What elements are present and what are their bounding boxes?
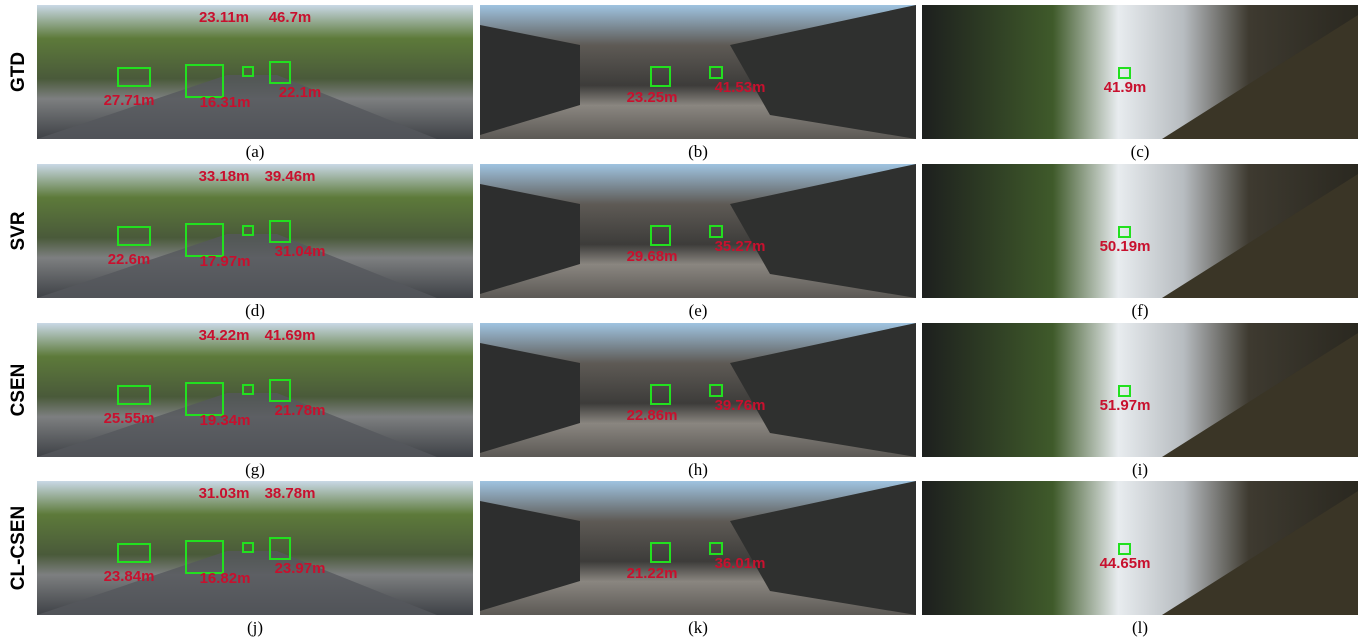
distance-label: 23.84m — [104, 568, 155, 585]
detection-box — [1118, 385, 1131, 397]
distance-label: 29.68m — [627, 248, 678, 265]
detection-box — [709, 384, 723, 397]
road — [37, 234, 437, 298]
distance-label: 34.22m — [199, 327, 250, 344]
detection-box — [185, 223, 224, 257]
distance-label: 38.78m — [265, 485, 316, 502]
distance-label: 31.03m — [199, 485, 250, 502]
distance-label: 36.01m — [715, 555, 766, 572]
panel-caption: (i) — [1132, 460, 1148, 479]
detection-box — [650, 225, 671, 246]
distance-label: 39.46m — [265, 168, 316, 185]
panel-caption: (c) — [1131, 142, 1150, 161]
detection-box — [269, 379, 291, 402]
detection-box — [650, 384, 671, 405]
wall — [480, 184, 580, 294]
detection-box — [1118, 67, 1131, 79]
wall — [730, 323, 916, 457]
distance-label: 41.53m — [715, 79, 766, 96]
wall — [730, 481, 916, 615]
panel-caption: (f) — [1132, 301, 1149, 320]
slope — [1162, 15, 1358, 139]
detection-box — [117, 385, 151, 405]
distance-label: 17.97m — [200, 253, 251, 270]
road — [37, 75, 437, 139]
detection-box — [242, 225, 254, 236]
distance-label: 33.18m — [199, 168, 250, 185]
road — [37, 393, 437, 457]
panel-caption: (l) — [1132, 618, 1148, 637]
detection-box — [1118, 543, 1131, 555]
detection-box — [242, 542, 254, 553]
distance-label: 23.11m — [199, 9, 249, 26]
distance-label: 19.34m — [200, 412, 251, 429]
detection-box — [269, 61, 291, 84]
distance-label: 27.71m — [104, 92, 155, 109]
panel-caption: (a) — [246, 142, 265, 161]
panel-caption: (d) — [245, 301, 265, 320]
detection-box — [269, 220, 291, 243]
distance-label: 41.69m — [265, 327, 316, 344]
wall — [480, 343, 580, 453]
distance-label: 39.76m — [715, 397, 766, 414]
distance-label: 44.65m — [1100, 555, 1151, 572]
slope — [1162, 174, 1358, 298]
row-label: CL-CSEN — [8, 506, 29, 590]
distance-label: 21.22m — [627, 565, 678, 582]
wall — [480, 501, 580, 611]
distance-label: 35.27m — [715, 238, 766, 255]
detection-box — [269, 537, 291, 560]
distance-label: 22.86m — [627, 407, 678, 424]
detection-box — [650, 66, 671, 87]
wall — [480, 25, 580, 135]
row-label: CSEN — [8, 364, 29, 417]
distance-label: 22.1m — [279, 84, 322, 101]
detection-box — [709, 542, 723, 555]
detection-box — [185, 540, 224, 574]
detection-box — [242, 384, 254, 395]
panel-caption: (e) — [689, 301, 708, 320]
row-label: GTD — [8, 52, 29, 92]
distance-label: 23.25m — [627, 89, 678, 106]
detection-box — [117, 226, 151, 246]
detection-box — [709, 66, 723, 79]
panel-caption: (j) — [247, 618, 263, 637]
panel-caption: (h) — [688, 460, 708, 479]
distance-label: 50.19m — [1100, 238, 1151, 255]
slope — [1162, 333, 1358, 457]
detection-box — [185, 64, 224, 98]
distance-label: 41.9m — [1104, 79, 1147, 96]
distance-label: 25.55m — [104, 410, 155, 427]
distance-label: 46.7m — [269, 9, 312, 26]
detection-box — [117, 543, 151, 563]
wall — [730, 5, 916, 139]
road — [37, 551, 437, 615]
detection-box — [185, 382, 224, 416]
panel-caption: (k) — [688, 618, 708, 637]
detection-box — [709, 225, 723, 238]
wall — [730, 164, 916, 298]
detection-box — [242, 66, 254, 77]
panel-caption: (g) — [245, 460, 265, 479]
distance-label: 31.04m — [275, 243, 326, 260]
distance-label: 21.78m — [275, 402, 326, 419]
slope — [1162, 491, 1358, 615]
row-label: SVR — [8, 211, 29, 250]
distance-label: 51.97m — [1100, 397, 1151, 414]
distance-label: 22.6m — [108, 251, 151, 268]
distance-label: 16.31m — [200, 94, 251, 111]
detection-box — [1118, 226, 1131, 238]
distance-label: 16.82m — [200, 570, 251, 587]
distance-label: 23.97m — [275, 560, 326, 577]
detection-box — [650, 542, 671, 563]
detection-box — [117, 67, 151, 87]
panel-caption: (b) — [688, 142, 708, 161]
